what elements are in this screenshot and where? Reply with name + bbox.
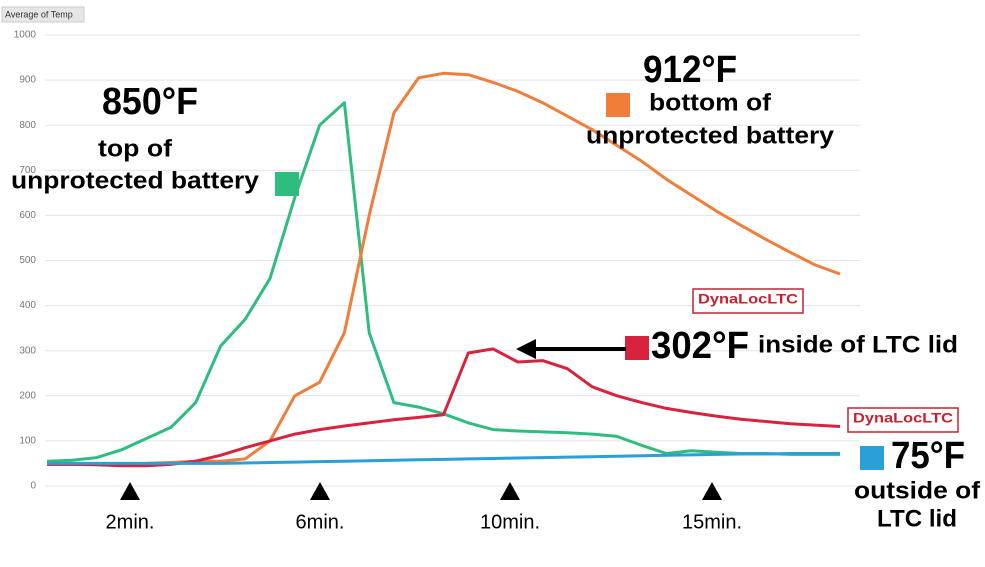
- annotation: 75°F: [891, 435, 965, 477]
- time-label: 6min.: [296, 511, 345, 533]
- y-tick-label: 900: [19, 75, 36, 86]
- annotation: inside of LTC lid: [758, 331, 958, 358]
- y-tick-label: 200: [19, 390, 36, 401]
- title-box: [1, 6, 85, 23]
- time-label: 10min.: [480, 511, 540, 533]
- y-tick-label: 800: [19, 120, 36, 131]
- legend-swatch: [625, 336, 649, 360]
- annotation: unprotected battery: [586, 122, 835, 149]
- marker-triangle: [310, 482, 330, 500]
- legend-swatch: [606, 93, 630, 117]
- logo: DynaLocLTC: [853, 410, 953, 426]
- arrow-head: [516, 339, 536, 359]
- time-label: 15min.: [682, 511, 742, 533]
- chart-title: Average of Temp: [5, 9, 73, 19]
- annotation: unprotected battery: [11, 167, 260, 194]
- annotation: 850°F: [102, 81, 198, 123]
- y-tick-label: 1000: [14, 30, 37, 41]
- annotation: bottom of: [649, 89, 772, 116]
- annotation: top of: [98, 135, 173, 162]
- annotation: LTC lid: [877, 505, 957, 532]
- logo: DynaLocLTC: [698, 291, 798, 307]
- y-tick-label: 300: [19, 345, 36, 356]
- y-tick-label: 700: [19, 165, 36, 176]
- y-tick-label: 0: [30, 481, 36, 492]
- y-tick-label: 100: [19, 436, 36, 447]
- annotation: 302°F: [651, 325, 749, 367]
- time-label: 2min.: [106, 511, 155, 533]
- annotation: 912°F: [643, 49, 737, 91]
- legend-swatch: [860, 446, 884, 470]
- marker-triangle: [120, 482, 140, 500]
- logo-box: [847, 407, 959, 433]
- annotation: outside of: [854, 477, 981, 504]
- marker-triangle: [702, 482, 722, 500]
- y-tick-label: 400: [19, 300, 36, 311]
- logo-box: [692, 288, 804, 314]
- y-tick-label: 500: [19, 255, 36, 266]
- y-tick-label: 600: [19, 210, 36, 221]
- legend-swatch: [275, 172, 299, 196]
- series-line: [47, 452, 840, 465]
- marker-triangle: [500, 482, 520, 500]
